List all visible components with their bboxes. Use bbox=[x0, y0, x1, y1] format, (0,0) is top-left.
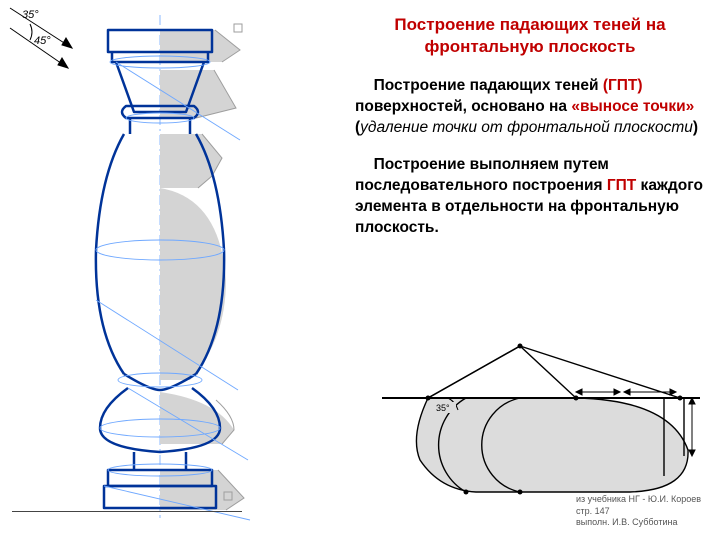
light-wedge bbox=[428, 346, 576, 398]
vase-drawing: 35° 45° bbox=[0, 0, 300, 540]
credit-line-3: выполн. И.В. Субботина bbox=[576, 517, 701, 529]
paragraph-1: Построение падающих теней (ГПТ) поверхно… bbox=[355, 76, 705, 139]
footer-rule bbox=[12, 511, 242, 512]
slide-title: Построение падающих теней на фронтальную… bbox=[355, 14, 705, 58]
shadow-fills bbox=[160, 30, 244, 510]
credit-line-1: из учебника НГ - Ю.И. Короев bbox=[576, 494, 701, 506]
paragraph-2: Построение выполняем путем последователь… bbox=[355, 155, 705, 239]
text-column: Построение падающих теней на фронтальную… bbox=[355, 14, 705, 255]
credits: из учебника НГ - Ю.И. Короев стр. 147 вы… bbox=[576, 494, 701, 529]
shadow-region bbox=[416, 398, 688, 492]
angle-35-label: 35° bbox=[22, 9, 39, 21]
credit-line-2: стр. 147 bbox=[576, 506, 701, 518]
shadow-angle-label: 35° bbox=[436, 403, 450, 413]
slide: 35° 45° bbox=[0, 0, 720, 540]
angle-45-label: 45° bbox=[34, 35, 51, 47]
